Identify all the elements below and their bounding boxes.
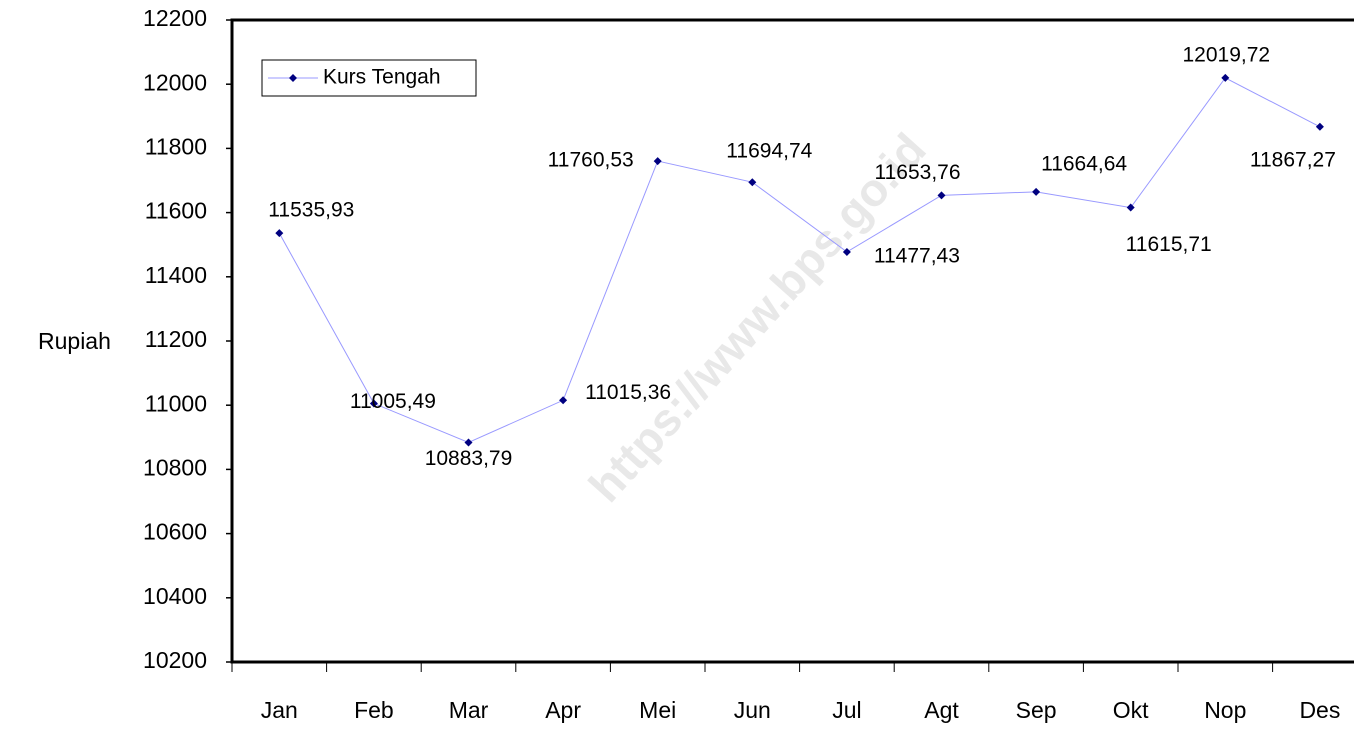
legend-label: Kurs Tengah <box>323 66 441 89</box>
marker <box>653 157 662 166</box>
y-tick-label: 10200 <box>143 647 207 673</box>
value-label: 11477,43 <box>874 244 960 267</box>
y-tick-label: 11600 <box>145 198 207 224</box>
marker <box>748 178 757 187</box>
value-label: 11694,74 <box>726 140 812 163</box>
marker <box>275 229 284 238</box>
x-tick-label: Jun <box>734 697 771 723</box>
x-tick-label: Apr <box>545 697 581 723</box>
y-tick-label: 10400 <box>143 583 207 609</box>
marker <box>464 438 473 447</box>
y-axis-label: Rupiah <box>38 328 111 354</box>
value-label: 11005,49 <box>350 390 436 413</box>
y-tick-label: 10600 <box>143 519 207 545</box>
x-tick-label: Nop <box>1204 697 1246 723</box>
marker <box>369 399 378 408</box>
y-tick-label: 11400 <box>145 262 207 288</box>
value-label: 11535,93 <box>268 199 354 222</box>
y-tick-label: 12000 <box>143 69 207 95</box>
value-label: 11615,71 <box>1126 233 1212 256</box>
marker <box>842 247 851 256</box>
x-tick-label: Mar <box>449 697 489 723</box>
x-tick-label: Okt <box>1113 697 1149 723</box>
y-tick-label: 12200 <box>143 5 207 31</box>
value-label: 11015,36 <box>585 381 671 404</box>
value-label: 12019,72 <box>1183 43 1271 66</box>
x-tick-label: Mei <box>639 697 676 723</box>
line <box>278 77 1321 444</box>
value-label: 10883,79 <box>425 447 513 470</box>
marker <box>1315 122 1324 131</box>
y-tick-label: 11200 <box>145 326 207 352</box>
marker <box>1032 187 1041 196</box>
marker <box>559 396 568 405</box>
marker <box>1221 73 1230 82</box>
x-tick-label: Jul <box>832 697 861 723</box>
value-label: 11653,76 <box>874 161 960 184</box>
y-tick-label: 10800 <box>143 454 207 480</box>
y-tick-label: 11000 <box>145 390 207 416</box>
value-label: 11664,64 <box>1041 152 1127 175</box>
marker <box>937 191 946 200</box>
x-tick-label: Sep <box>1016 697 1057 723</box>
x-tick-label: Feb <box>354 697 394 723</box>
value-label: 11867,27 <box>1250 148 1336 171</box>
plot-area <box>230 18 1354 664</box>
value-label: 11760,53 <box>548 149 634 172</box>
legend-marker <box>289 74 297 82</box>
x-tick-label: Des <box>1299 697 1340 723</box>
y-tick-label: 11800 <box>145 133 207 159</box>
x-tick-label: Agt <box>924 697 959 723</box>
marker <box>1126 203 1135 212</box>
x-tick-label: Jan <box>261 697 298 723</box>
